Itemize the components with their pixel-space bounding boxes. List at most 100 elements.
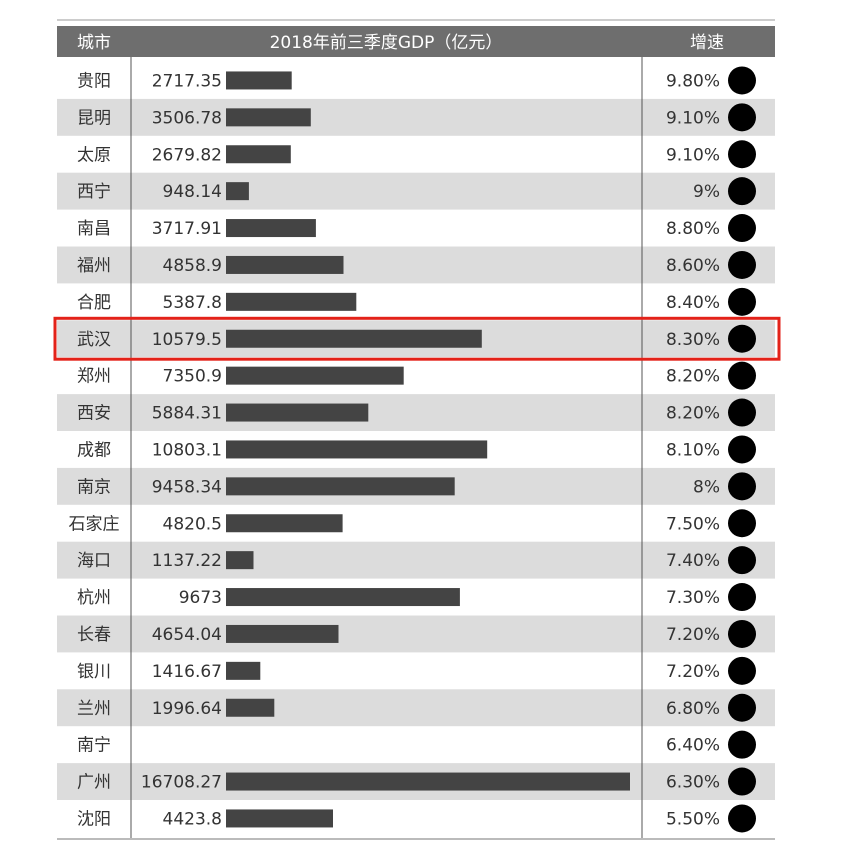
growth-rate: 8.30% — [666, 330, 720, 350]
gdp-bar — [226, 403, 369, 422]
growth-dot — [728, 250, 756, 279]
gdp-value-label: 948.14 — [163, 182, 222, 202]
gdp-value-label: 1137.22 — [152, 551, 222, 571]
table-body: 贵阳 2717.35 9.80% 昆明 3506.78 9.10% 太原 2679.82 9.1… — [57, 66, 775, 833]
growth-dot — [728, 583, 756, 612]
gdp-bar — [226, 698, 275, 717]
gdp-bar — [226, 71, 292, 90]
growth-dot — [728, 804, 756, 833]
gdp-bar — [226, 772, 630, 791]
gdp-bar — [226, 366, 404, 385]
city-name: 长春 — [77, 625, 111, 645]
growth-rate: 7.50% — [666, 514, 720, 534]
growth-rate: 8.10% — [666, 440, 720, 460]
table-row: 兰州 1996.64 6.80% — [57, 689, 775, 727]
growth-dot — [728, 546, 756, 575]
gdp-value-label: 5387.8 — [163, 293, 222, 313]
growth-dot — [728, 435, 756, 464]
growth-dot — [728, 324, 756, 353]
growth-dot — [728, 398, 756, 427]
growth-rate: 5.50% — [666, 809, 720, 829]
city-name: 南京 — [77, 477, 111, 497]
growth-rate: 9% — [693, 182, 720, 202]
gdp-bar — [226, 551, 254, 570]
gdp-value-label: 2679.82 — [152, 145, 222, 165]
header-gdp: 2018年前三季度GDP（亿元） — [270, 33, 503, 53]
city-name: 银川 — [77, 662, 111, 682]
table-row: 西宁 948.14 9% — [57, 172, 775, 210]
table-row: 昆明 3506.78 9.10% — [57, 98, 775, 136]
city-name: 南宁 — [77, 736, 111, 756]
city-name: 西宁 — [77, 182, 111, 202]
gdp-value-label: 16708.27 — [141, 773, 222, 793]
city-name: 兰州 — [77, 699, 111, 719]
growth-rate: 6.80% — [666, 699, 720, 719]
gdp-bar — [226, 440, 488, 459]
gdp-bar — [226, 182, 249, 201]
growth-rate: 8.20% — [666, 404, 720, 424]
table-row: 郑州 7350.9 8.20% — [77, 361, 756, 390]
table-row: 海口 1137.22 7.40% — [57, 541, 775, 579]
growth-dot — [728, 361, 756, 390]
growth-rate: 8.80% — [666, 219, 720, 239]
city-name: 成都 — [77, 440, 111, 460]
growth-rate: 8.40% — [666, 293, 720, 313]
table-row: 贵阳 2717.35 9.80% — [77, 66, 756, 95]
growth-rate: 7.20% — [666, 625, 720, 645]
table-row: 石家庄 4820.5 7.50% — [69, 509, 756, 538]
city-name: 合肥 — [77, 293, 111, 313]
growth-rate: 6.30% — [666, 773, 720, 793]
gdp-bar — [226, 809, 333, 828]
growth-rate: 8.20% — [666, 367, 720, 387]
table-row: 南宁 6.40% — [77, 730, 756, 759]
gdp-bar — [226, 255, 344, 274]
table-row: 广州 16708.27 6.30% — [57, 763, 775, 800]
gdp-value-label: 9458.34 — [152, 477, 222, 497]
table-row: 武汉 10579.5 8.30% — [57, 320, 775, 358]
city-name: 郑州 — [77, 367, 111, 387]
table-row: 成都 10803.1 8.10% — [77, 435, 756, 464]
row-stripe — [57, 394, 775, 431]
gdp-value-label: 1996.64 — [152, 699, 222, 719]
city-name: 福州 — [77, 256, 111, 276]
gdp-bar — [226, 514, 343, 533]
row-stripe — [57, 689, 775, 727]
header-row — [57, 26, 775, 57]
gdp-value-label: 2717.35 — [152, 71, 222, 91]
city-name: 石家庄 — [69, 514, 120, 534]
table-row: 福州 4858.9 8.60% — [57, 246, 775, 284]
growth-dot — [728, 509, 756, 538]
city-name: 广州 — [77, 773, 111, 793]
gdp-bar — [226, 588, 460, 607]
growth-dot — [728, 656, 756, 685]
growth-dot — [728, 177, 756, 206]
growth-rate: 9.80% — [666, 71, 720, 91]
growth-rate: 6.40% — [666, 736, 720, 756]
gdp-value-label: 4423.8 — [163, 809, 222, 829]
growth-dot — [728, 103, 756, 132]
gdp-value-label: 9673 — [179, 588, 222, 608]
growth-dot — [728, 66, 756, 95]
city-name: 海口 — [77, 551, 111, 571]
growth-rate: 8.60% — [666, 256, 720, 276]
city-name: 昆明 — [77, 108, 111, 128]
row-stripe — [57, 541, 775, 579]
gdp-bar — [226, 661, 261, 680]
city-name: 西安 — [77, 404, 111, 424]
row-stripe — [57, 98, 775, 136]
row-stripe — [57, 246, 775, 284]
gdp-bar — [226, 329, 482, 348]
growth-dot — [728, 214, 756, 243]
gdp-value-label: 1416.67 — [152, 662, 222, 682]
table-row: 西安 5884.31 8.20% — [57, 394, 775, 431]
gdp-value-label: 4654.04 — [152, 625, 222, 645]
city-name: 南昌 — [77, 219, 111, 239]
row-stripe — [57, 615, 775, 653]
header-growth: 增速 — [690, 33, 724, 53]
growth-rate: 8% — [693, 477, 720, 497]
gdp-value-label: 10579.5 — [152, 330, 222, 350]
growth-rate: 9.10% — [666, 108, 720, 128]
table-row: 杭州 9673 7.30% — [77, 583, 756, 612]
gdp-value-label: 3717.91 — [152, 219, 222, 239]
